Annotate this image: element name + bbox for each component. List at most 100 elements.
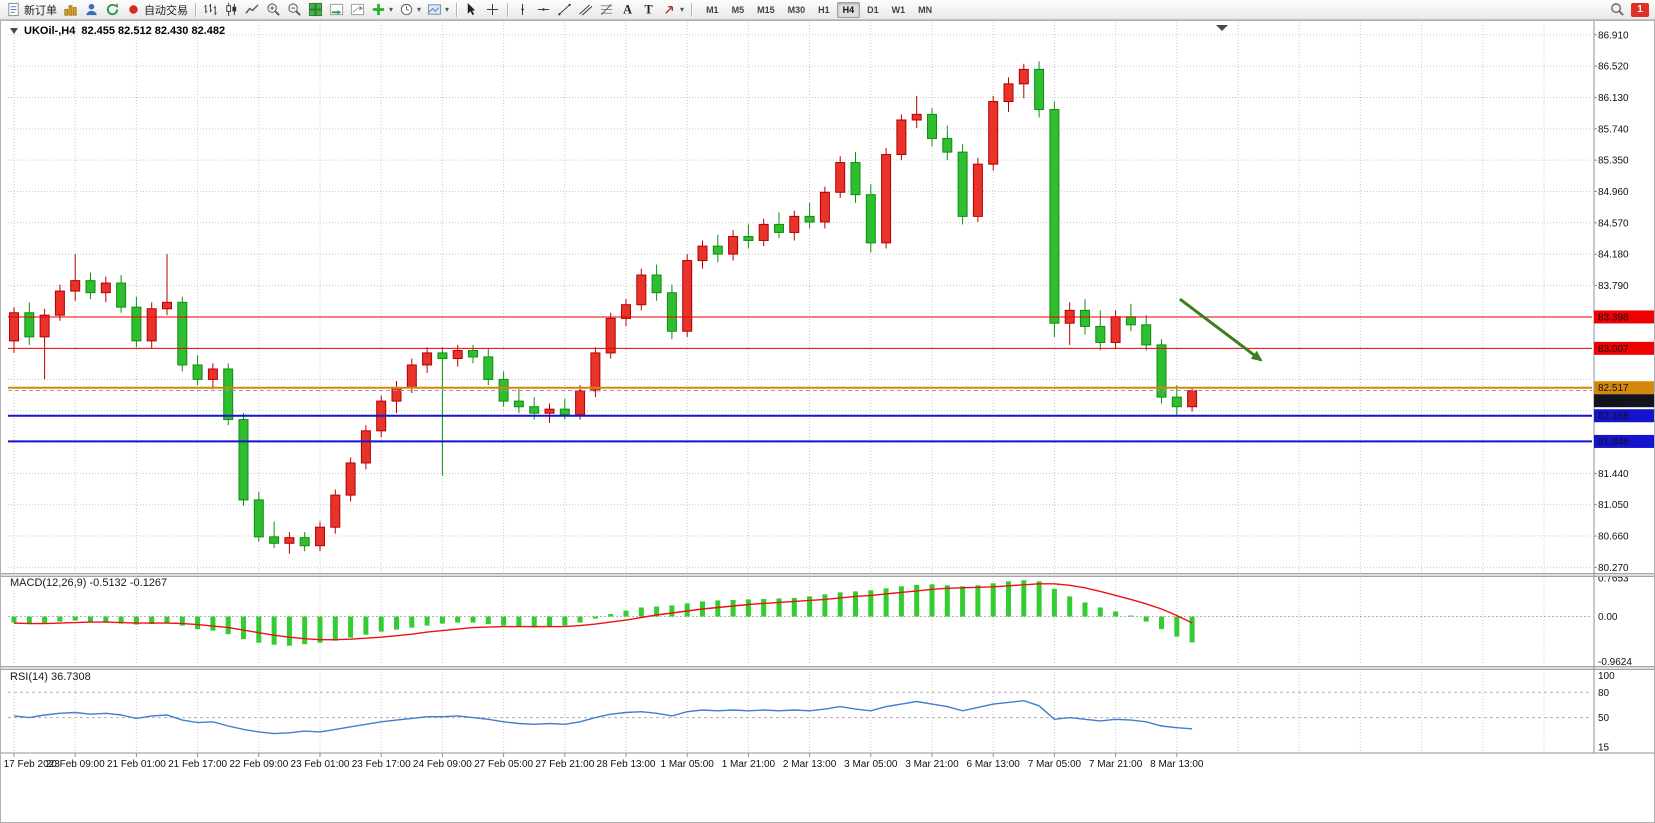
candle — [988, 101, 999, 165]
macd-bar — [363, 616, 369, 635]
zoom-out-button[interactable] — [284, 1, 305, 19]
timeframe-W1[interactable]: W1 — [891, 4, 906, 15]
candle — [406, 364, 417, 388]
candle — [1095, 325, 1106, 343]
candle — [100, 282, 111, 294]
text-label-button[interactable]: T — [638, 1, 659, 19]
candle — [468, 350, 478, 358]
macd-bar — [1006, 581, 1011, 617]
auto-scroll-button[interactable] — [326, 1, 347, 19]
price-axis-label: 84.960 — [1598, 187, 1629, 198]
autotrading-button[interactable]: 自动交易 — [123, 1, 191, 19]
horizontal-line-objects[interactable] — [8, 316, 1592, 443]
candle — [636, 274, 647, 306]
macd-bar — [118, 616, 124, 624]
candle — [391, 386, 402, 402]
indicators-icon — [372, 3, 385, 16]
timeframe-M15[interactable]: M15 — [757, 4, 775, 15]
time-label: 2 Mar 13:00 — [783, 759, 837, 770]
trend-arrow-object[interactable] — [1178, 297, 1263, 362]
chevron-down-icon: ▾ — [445, 4, 450, 14]
search-button[interactable] — [1607, 1, 1628, 19]
candle — [1125, 316, 1136, 326]
candle — [529, 406, 540, 414]
line-chart-button[interactable] — [242, 1, 263, 19]
candle — [911, 113, 922, 121]
new-chart-icon — [64, 5, 77, 16]
macd-bar — [577, 616, 583, 623]
tile-windows-button[interactable] — [305, 1, 326, 19]
cursor-button[interactable] — [461, 1, 482, 19]
price-badge — [1594, 409, 1655, 423]
candle — [804, 215, 815, 223]
macd-bar — [516, 616, 522, 627]
macd-bar — [439, 616, 445, 624]
candlestick-chart-button[interactable] — [221, 1, 242, 19]
horizontal-line-button[interactable] — [533, 1, 554, 19]
macd-bar — [776, 598, 782, 617]
vertical-line-button[interactable] — [512, 1, 533, 19]
candle — [177, 301, 188, 366]
time-label: 3 Mar 21:00 — [905, 759, 959, 770]
timeframe-M5[interactable]: M5 — [731, 4, 745, 15]
macd-bar — [1082, 602, 1088, 617]
candle — [559, 408, 570, 416]
timeframe-M30[interactable]: M30 — [787, 4, 806, 15]
price-badge — [1594, 434, 1655, 448]
macd-bar — [149, 616, 155, 625]
fibonacci-button[interactable] — [596, 1, 617, 19]
candle — [284, 537, 295, 544]
panel-separators[interactable] — [0, 573, 1655, 670]
notification-badge[interactable]: 1 — [1631, 2, 1649, 17]
price-axis-label: 81.050 — [1598, 500, 1629, 511]
timeframe-M1[interactable]: M1 — [706, 4, 719, 15]
chevron-down-icon: ▾ — [389, 4, 394, 14]
timeframe-H1[interactable]: H1 — [818, 4, 830, 15]
zoom-in-button[interactable] — [263, 1, 284, 19]
arrows-button[interactable]: ▾ — [659, 1, 687, 19]
candle — [1049, 109, 1060, 324]
macd-bar — [547, 616, 552, 628]
timeframe-D1[interactable]: D1 — [867, 4, 879, 15]
channel-button[interactable] — [575, 1, 596, 19]
candles — [9, 61, 1198, 554]
macd-bar — [103, 616, 109, 623]
macd-bar — [42, 616, 48, 624]
refresh-button[interactable] — [102, 1, 123, 19]
macd-bar — [684, 603, 690, 617]
candle — [605, 317, 616, 354]
macd-axis-label: 0.00 — [1598, 612, 1618, 623]
periods-button[interactable]: ▾ — [396, 1, 424, 19]
macd-bar — [1174, 616, 1180, 637]
indicators-button[interactable]: ▾ — [368, 1, 396, 19]
candle — [575, 390, 586, 416]
candle — [269, 536, 280, 544]
macd-bar — [1189, 616, 1195, 643]
text-button[interactable]: A — [617, 1, 638, 19]
candle — [131, 306, 142, 342]
macd-bar — [761, 598, 767, 617]
macd-bar — [332, 616, 338, 641]
trendline-button[interactable] — [554, 1, 575, 19]
macd-bar — [990, 583, 996, 617]
collapse-chart-icon[interactable] — [10, 28, 18, 34]
price-axis-label: 83.790 — [1598, 281, 1629, 292]
arrow-object[interactable] — [1178, 297, 1263, 362]
templates-button[interactable]: ▾ — [424, 1, 452, 19]
profiles-button[interactable] — [81, 1, 102, 19]
new-order-button[interactable]: 新订单 — [3, 1, 60, 19]
macd-bar — [256, 616, 262, 643]
new-chart-button[interactable] — [60, 1, 81, 19]
bar-chart-button[interactable] — [200, 1, 221, 19]
time-label: 22 Feb 09:00 — [229, 759, 288, 770]
candle — [743, 235, 754, 241]
chart-shift-button[interactable] — [347, 1, 368, 19]
crosshair-button[interactable] — [482, 1, 503, 19]
macd-bar — [898, 586, 904, 617]
timeframe-H4[interactable]: H4 — [836, 1, 861, 18]
macd-bar — [133, 616, 139, 625]
timeframe-MN[interactable]: MN — [918, 4, 933, 15]
candle — [942, 137, 953, 153]
